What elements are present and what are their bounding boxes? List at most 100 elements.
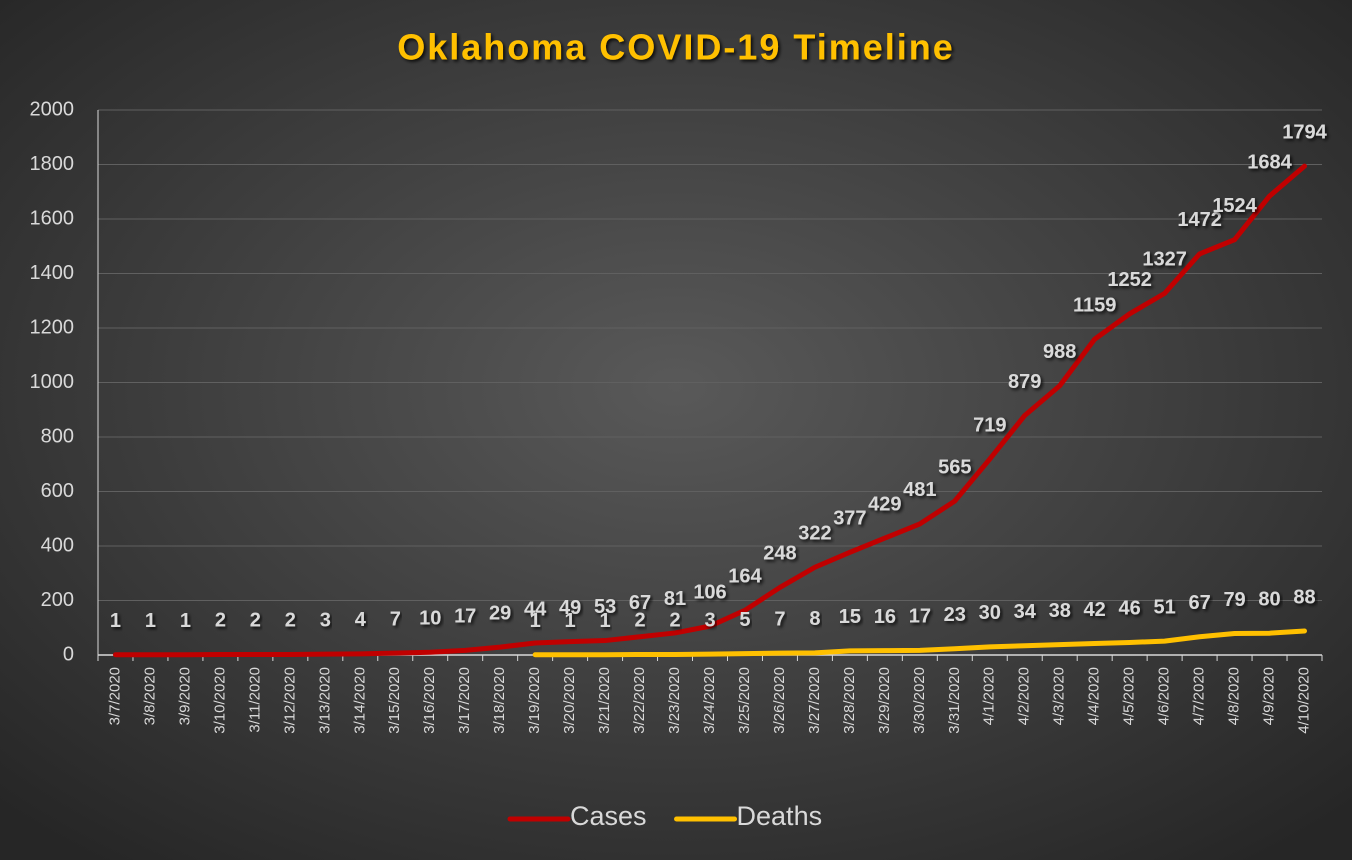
legend-label: Cases [570, 801, 647, 831]
data-label: 15 [839, 606, 861, 628]
data-label: 5 [739, 609, 750, 631]
data-label: 17 [454, 606, 476, 628]
data-label: 7 [390, 608, 401, 630]
data-label: 49 [559, 597, 581, 619]
data-label: 16 [874, 606, 896, 628]
x-tick-label: 4/6/2020 [1156, 667, 1173, 725]
y-tick-label: 1000 [30, 371, 75, 393]
data-label: 42 [1084, 599, 1106, 621]
x-tick-label: 3/21/2020 [596, 667, 613, 734]
series-line [112, 163, 1308, 658]
x-tick-label: 3/31/2020 [946, 667, 963, 734]
data-label: 8 [809, 608, 820, 630]
x-tick-label: 3/12/2020 [281, 667, 298, 734]
x-tick-label: 3/20/2020 [561, 667, 578, 734]
x-tick-label: 3/8/2020 [141, 667, 158, 725]
x-tick-label: 3/27/2020 [806, 667, 823, 734]
x-tick-label: 3/22/2020 [631, 667, 648, 734]
data-label: 429 [868, 493, 901, 515]
data-label: 80 [1258, 588, 1280, 610]
x-tick-label: 3/24/2020 [701, 667, 718, 734]
y-tick-label: 1800 [30, 153, 75, 175]
data-label: 1 [600, 610, 611, 632]
data-label: 2 [250, 610, 261, 632]
data-label: 1472 [1177, 209, 1222, 231]
x-tick-label: 4/5/2020 [1121, 667, 1138, 725]
chart-title: Oklahoma COVID-19 Timeline [397, 27, 955, 68]
data-label: 377 [833, 508, 866, 530]
x-tick-label: 4/7/2020 [1191, 667, 1208, 725]
x-tick-label: 3/28/2020 [841, 667, 858, 734]
x-tick-label: 4/2/2020 [1016, 667, 1033, 725]
data-label: 7 [774, 608, 785, 630]
data-label: 1 [145, 610, 156, 632]
y-tick-label: 1200 [30, 316, 75, 338]
x-tick-label: 3/18/2020 [491, 667, 508, 734]
data-label: 10 [419, 608, 441, 630]
data-label: 481 [903, 479, 936, 501]
data-label: 81 [664, 588, 686, 610]
x-tick-label: 4/3/2020 [1051, 667, 1068, 725]
data-label: 1524 [1212, 195, 1257, 217]
x-tick-label: 3/29/2020 [876, 667, 893, 734]
series-line [532, 628, 1308, 658]
data-label: 322 [798, 523, 831, 545]
data-label: 1159 [1073, 294, 1116, 316]
data-label: 2 [215, 610, 226, 632]
y-tick-label: 200 [41, 589, 74, 611]
x-tick-label: 3/19/2020 [526, 667, 543, 734]
data-label: 1 [565, 610, 576, 632]
data-label: 53 [594, 596, 616, 618]
x-tick-label: 3/17/2020 [456, 667, 473, 734]
x-tick-label: 3/25/2020 [736, 667, 753, 734]
data-label: 1252 [1107, 269, 1152, 291]
y-tick-label: 400 [41, 534, 74, 556]
data-label: 34 [1014, 601, 1037, 623]
data-label: 565 [938, 456, 971, 478]
x-tick-label: 4/9/2020 [1261, 667, 1278, 725]
data-label: 38 [1049, 600, 1071, 622]
x-tick-label: 3/30/2020 [911, 667, 928, 734]
x-tick-label: 4/8/2020 [1226, 667, 1243, 725]
data-label: 164 [728, 566, 762, 588]
data-label: 1 [530, 610, 541, 632]
y-tick-label: 600 [41, 480, 74, 502]
data-label: 879 [1008, 371, 1041, 393]
data-label: 67 [1188, 592, 1210, 614]
data-label: 2 [285, 610, 296, 632]
data-label: 3 [320, 609, 331, 631]
data-label: 248 [763, 543, 796, 565]
y-tick-label: 2000 [30, 98, 75, 120]
data-label: 4 [355, 609, 367, 631]
x-tick-label: 3/13/2020 [316, 667, 333, 734]
data-label: 1327 [1142, 249, 1187, 271]
y-tick-label: 0 [63, 643, 74, 665]
data-label: 29 [489, 602, 511, 624]
data-label: 79 [1223, 589, 1245, 611]
x-tick-label: 3/7/2020 [106, 667, 123, 725]
x-tick-label: 3/11/2020 [246, 667, 263, 733]
data-label: 106 [693, 581, 726, 603]
data-label: 51 [1154, 596, 1176, 618]
x-tick-label: 3/14/2020 [351, 667, 368, 734]
data-label: 46 [1119, 598, 1141, 620]
data-label: 3 [704, 609, 715, 631]
data-label: 1794 [1282, 121, 1327, 143]
data-label: 44 [524, 598, 547, 620]
data-label: 1 [110, 610, 121, 632]
data-label: 2 [669, 610, 680, 632]
legend-label: Deaths [737, 801, 823, 831]
x-tick-label: 4/4/2020 [1086, 667, 1103, 725]
x-tick-label: 3/16/2020 [421, 667, 438, 734]
x-tick-label: 3/15/2020 [386, 667, 403, 734]
data-label: 30 [979, 602, 1001, 624]
x-tick-label: 3/9/2020 [176, 667, 193, 725]
y-tick-label: 1600 [30, 207, 75, 229]
y-tick-label: 1400 [30, 262, 75, 284]
x-tick-label: 3/23/2020 [666, 667, 683, 734]
x-tick-label: 3/26/2020 [771, 667, 788, 734]
data-label: 17 [909, 606, 931, 628]
x-tick-label: 4/1/2020 [981, 667, 998, 725]
data-label: 988 [1043, 341, 1076, 363]
